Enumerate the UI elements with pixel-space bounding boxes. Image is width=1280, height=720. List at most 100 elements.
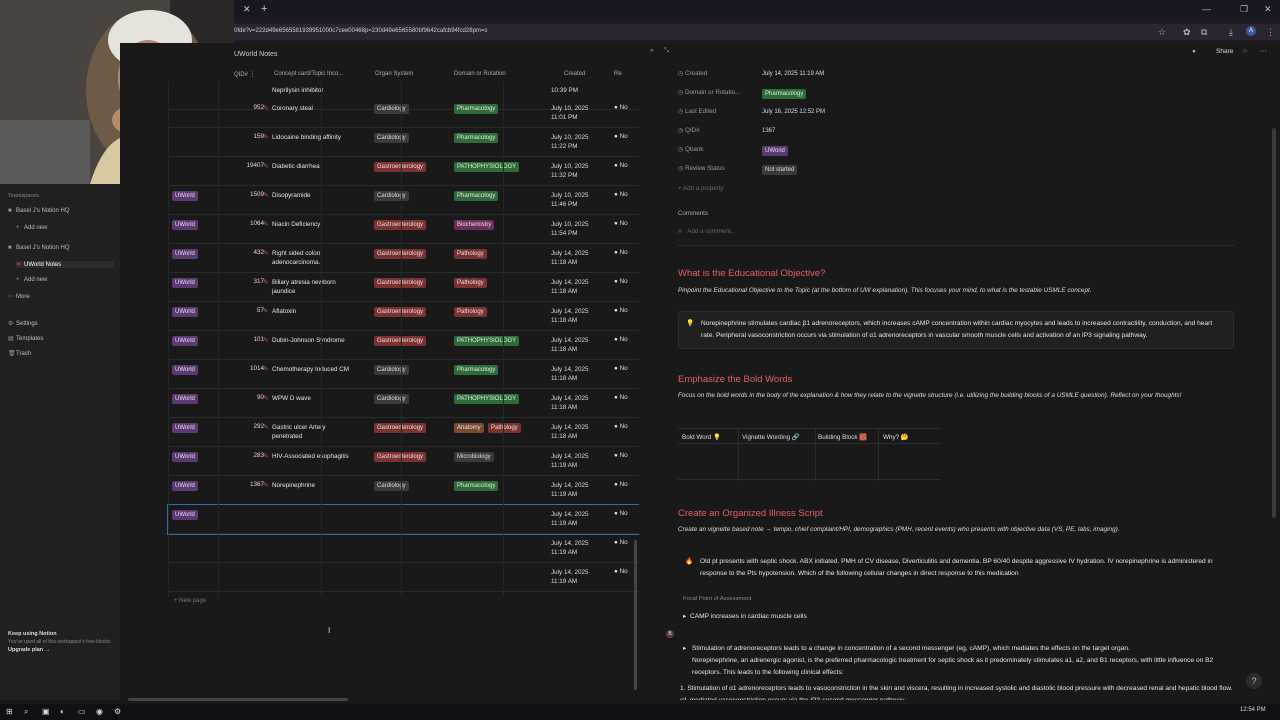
table-row[interactable]: UWorld 1064✎Niacin Deficiency Gastroentero… bbox=[168, 215, 639, 244]
header-created[interactable]: Created bbox=[564, 71, 586, 77]
qid-cell: 159 bbox=[253, 133, 264, 140]
maximize-icon[interactable]: ❐ bbox=[1240, 4, 1249, 14]
sidebar-trash[interactable]: 🗑Trash bbox=[8, 351, 32, 357]
address-bar[interactable]: 0fde?v=222d49e6565581939951000c7cee00468… bbox=[234, 24, 1280, 40]
table-row[interactable]: UWorld 432 ✎ Right sided colon adenocarcino… bbox=[168, 244, 639, 273]
page-icon: ✎ bbox=[263, 163, 269, 170]
concept-cell[interactable]: ✎ Disopyramide bbox=[263, 192, 311, 199]
window-close-icon[interactable]: ✕ bbox=[1264, 4, 1272, 14]
search-icon[interactable]: ⌕ bbox=[24, 707, 29, 716]
task-view-icon[interactable]: ▣ bbox=[42, 707, 50, 716]
property-value[interactable]: 1367 bbox=[762, 128, 776, 134]
property-value[interactable]: UWorld bbox=[762, 146, 788, 156]
concept-cell[interactable]: ✎ Niacin Deficiency bbox=[263, 221, 321, 228]
sidebar-more[interactable]: ⋯ More bbox=[8, 294, 30, 300]
created-cell: July 14, 2025 11:19 AM bbox=[551, 482, 589, 498]
property-value[interactable]: Not started bbox=[762, 165, 798, 175]
download-icon[interactable]: ⤓ bbox=[1229, 27, 1233, 37]
close-peek-icon[interactable]: » bbox=[650, 47, 654, 54]
table-row[interactable]: 19407✎Diabetic diarrhea Gastroenterology P… bbox=[168, 157, 639, 186]
chrome-icon[interactable]: ◉ bbox=[96, 707, 103, 716]
favorite-star-icon[interactable]: ☆ bbox=[1242, 48, 1248, 55]
concept-cell[interactable]: ✎ Chemotherapy Induced CM bbox=[263, 366, 350, 373]
settings-app-icon[interactable]: ⚙ bbox=[114, 707, 122, 716]
concept-cell[interactable]: ✎ Lidocaine binding affinity bbox=[263, 134, 341, 141]
header-review[interactable]: Re bbox=[614, 71, 622, 77]
property-value[interactable]: Pharmacology bbox=[762, 89, 807, 99]
more-options-icon[interactable]: ⋯ bbox=[1260, 48, 1267, 55]
expand-icon[interactable]: ⤡ bbox=[664, 47, 670, 54]
sidebar-item-hq[interactable]: ■ Basel J's Notion HQ bbox=[8, 208, 70, 214]
illness-callout[interactable]: 🔥 Old pt presents with septic shock. ABX … bbox=[678, 550, 1234, 586]
concept-cell[interactable]: ✎ HIV-Associated esophagitis bbox=[263, 453, 349, 460]
objective-callout[interactable]: 💡 Norepinephrine stimulates cardiac β1 ad… bbox=[678, 311, 1234, 349]
table-row[interactable]: UWorld 101✎Dubin-Johnson Syndrome Gastroen… bbox=[168, 331, 639, 360]
table-row[interactable]: UWorld July 14, 2025 11:19 AM ● No bbox=[167, 504, 639, 535]
property-label[interactable]: ◷ Last Edited bbox=[678, 108, 717, 115]
property-label[interactable]: ◷ Domain or Rotatio... bbox=[678, 89, 741, 96]
upgrade-plan-link[interactable]: Upgrade plan → bbox=[8, 647, 51, 653]
horizontal-scrollbar[interactable] bbox=[128, 698, 348, 701]
focal-toggle[interactable]: ▸ CAMP increases in cardiac muscle cells bbox=[683, 613, 807, 620]
concept-cell[interactable]: ✎ Right sided colon adenocarcinoma. bbox=[263, 250, 321, 266]
menu-dots-icon[interactable]: ⋮ bbox=[1266, 27, 1275, 37]
concept-cell[interactable]: ✎ Biliary atresia newborn jaundice bbox=[263, 279, 336, 295]
property-label[interactable]: ◷ Qbank bbox=[678, 146, 704, 153]
concept-cell[interactable]: Neprilysin inhibitor bbox=[272, 87, 324, 94]
property-label[interactable]: ◷ Review Status bbox=[678, 165, 725, 172]
edge-icon[interactable]: ◐ bbox=[60, 707, 65, 716]
table-row[interactable]: 159 ✎ Lidocaine binding affinity Cardiology… bbox=[168, 128, 639, 157]
vertical-scrollbar[interactable] bbox=[634, 540, 637, 690]
concept-cell[interactable]: ✎ Gastric ulcer Artery penetrated bbox=[263, 424, 326, 440]
table-row[interactable]: UWorld 292 ✎ Gastric ulcer Artery penetrate… bbox=[168, 418, 639, 447]
concept-cell[interactable]: ✎ Dubin-Johnson Syndrome bbox=[263, 337, 345, 344]
concept-cell[interactable]: ✎ Coronary steal bbox=[263, 105, 313, 112]
table-row[interactable]: 952 ✎ Coronary steal Cardiology Pharmacology… bbox=[168, 99, 639, 128]
sidebar-add-new[interactable]: + Add new bbox=[16, 225, 48, 231]
profile-avatar[interactable]: A bbox=[1246, 26, 1256, 36]
sidebar-item-uworld-notes[interactable]: ✕ UWorld Notes bbox=[16, 261, 114, 268]
table-row[interactable]: UWorld 1367 ✎ Norepinephrine Cardiology Pharm… bbox=[168, 476, 639, 505]
concept-cell[interactable]: ✎ WPW D wave bbox=[263, 395, 311, 402]
property-label[interactable]: ◷ Created bbox=[678, 70, 708, 77]
property-value[interactable]: July 14, 2025 11:19 AM bbox=[762, 71, 825, 77]
page-scrollbar[interactable] bbox=[1272, 128, 1276, 518]
bold-words-table[interactable] bbox=[678, 428, 940, 481]
table-row[interactable]: UWorld 317 ✎ Biliary atresia newborn jaundi… bbox=[168, 273, 639, 302]
windows-start-icon[interactable]: ⊞ bbox=[6, 707, 13, 716]
close-tab-icon[interactable]: ✕ bbox=[243, 4, 251, 14]
header-qid[interactable]: QID# ⋮ bbox=[234, 72, 256, 78]
header-concept[interactable]: Concept card/Topic Inco... bbox=[274, 71, 344, 77]
add-property[interactable]: + Add a property bbox=[678, 185, 724, 192]
sidebar-add-new-2[interactable]: + Add new bbox=[16, 277, 48, 283]
bookmark-star-icon[interactable]: ☆ bbox=[1158, 27, 1167, 37]
property-label[interactable]: ◷ QID# bbox=[678, 127, 700, 134]
new-tab-icon[interactable]: + bbox=[261, 3, 268, 15]
sidebar-item-hq-2[interactable]: ■ Basel J's Notion HQ bbox=[8, 245, 70, 251]
header-domain[interactable]: Domain or Rotation bbox=[454, 71, 506, 77]
explorer-icon[interactable]: ▭ bbox=[78, 707, 86, 716]
table-row[interactable]: UWorld 283✎HIV-Associated esophagitis Gast… bbox=[168, 447, 639, 476]
concept-cell[interactable]: ✎ Diabetic diarrhea bbox=[263, 163, 320, 170]
table-row[interactable]: UWorld 57✎Aflatoxin Gastroenterology Pathol… bbox=[168, 302, 639, 331]
minimize-icon[interactable]: — bbox=[1202, 4, 1211, 14]
share-button[interactable]: Share bbox=[1216, 48, 1234, 55]
sidebar-settings[interactable]: ⚙ Settings bbox=[8, 321, 38, 327]
extensions-puzzle-icon[interactable]: ⧉ bbox=[1201, 27, 1208, 37]
property-value[interactable]: July 16, 2025 12:52 PM bbox=[762, 109, 826, 115]
table-row[interactable]: UWorld 1014 ✎ Chemotherapy Induced CM Cardio… bbox=[168, 360, 639, 389]
toggle-arrow-2[interactable]: ▸ bbox=[683, 643, 686, 655]
extension-icon[interactable]: ✿ bbox=[1183, 27, 1191, 37]
add-comment-input[interactable]: A Add a comment... bbox=[678, 228, 736, 235]
qbank-tag: UWorld bbox=[172, 278, 198, 288]
table-row[interactable]: UWorld 1509 ✎ Disopyramide Cardiology Pharmac… bbox=[168, 186, 639, 215]
new-page-button[interactable]: + New page bbox=[174, 598, 207, 604]
table-row[interactable]: July 14, 2025 11:19 AM ● No bbox=[168, 534, 639, 563]
help-icon[interactable]: ? bbox=[1246, 673, 1262, 689]
table-row[interactable]: UWorld 90 ✎ WPW D wave Cardiology PATHOPHYSIO… bbox=[168, 389, 639, 418]
concept-cell[interactable]: ✎ Norepinephrine bbox=[263, 482, 316, 489]
table-row[interactable]: July 14, 2025 11:19 AM ● No bbox=[168, 563, 639, 592]
header-organ[interactable]: Organ System bbox=[375, 71, 414, 77]
concept-cell[interactable]: ✎ Aflatoxin bbox=[263, 308, 297, 315]
sidebar-templates[interactable]: ▤ Templates bbox=[8, 336, 44, 342]
